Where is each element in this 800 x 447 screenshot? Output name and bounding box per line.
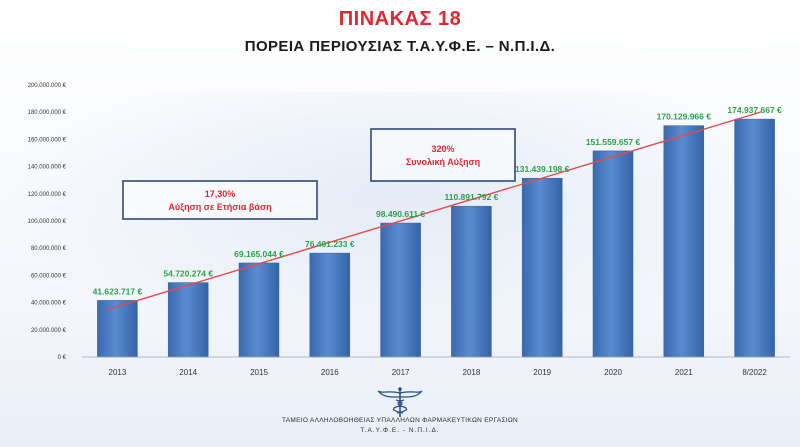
bar: [451, 205, 492, 358]
x-tick-label: 2016: [321, 368, 339, 377]
y-tick-label: 180.000.000 €: [28, 110, 67, 116]
data-label: 98.490.611 €: [376, 209, 425, 219]
x-tick-label: 2014: [179, 368, 197, 377]
bar: [309, 252, 351, 358]
caduceus-icon: [377, 387, 423, 417]
data-label: 110.891.792 €: [444, 192, 498, 202]
y-tick-label: 140.000.000 €: [28, 165, 67, 171]
y-tick-label: 80.000.000 €: [31, 246, 67, 252]
bar: [97, 300, 138, 358]
y-tick-label: 100.000.000 €: [28, 219, 67, 225]
data-label: 151.559.657 €: [586, 137, 641, 147]
bar: [238, 262, 280, 358]
y-tick-label: 20.000.000 €: [31, 328, 67, 334]
footer-organization: ΤΑΜΕΙΟ ΑΛΛΗΛΟΒΟΗΘΕΙΑΣ ΥΠΑΛΛΗΛΩΝ ΦΑΡΜΑΚΕΥ…: [281, 417, 519, 424]
data-label: 76.401.233 €: [305, 239, 355, 249]
bar-series: [97, 118, 775, 358]
data-label: 170.129.966 €: [657, 112, 712, 122]
data-label: 174.937.667 €: [727, 105, 782, 115]
annotation-value: 17,30%: [205, 189, 236, 199]
y-tick-label: 40.000.000 €: [31, 301, 67, 307]
x-tick-label: 2019: [533, 368, 551, 377]
annotation-box: 320% Συνολική Αύξηση: [370, 128, 516, 182]
trendline: [106, 111, 762, 311]
y-tick-label: 120.000.000 €: [28, 192, 67, 198]
bar: [380, 222, 421, 358]
annotations: 17,30% Αύξηση σε Ετήσια βάση 320% Συνολική …: [122, 128, 516, 220]
x-tick-label: 8/2022: [742, 368, 767, 377]
bar: [663, 125, 705, 358]
annotation-frame: [370, 128, 516, 182]
trend-line: [106, 111, 762, 311]
data-label: 69.165.044 €: [234, 249, 284, 259]
y-tick-label: 200.000.000 €: [28, 83, 67, 89]
y-tick-label: 60.000.000 €: [31, 273, 67, 279]
x-tick-label: 2013: [109, 368, 127, 377]
bar: [592, 150, 634, 358]
data-label: 131.439.198 €: [515, 164, 570, 174]
annotation-caption: Συνολική Αύξηση: [406, 157, 480, 167]
x-tick-label: 2015: [250, 368, 268, 377]
annotation-box: 17,30% Αύξηση σε Ετήσια βάση: [122, 180, 318, 220]
x-tick-label: 2021: [675, 368, 693, 377]
annotation-value: 320%: [431, 144, 454, 154]
bar: [521, 177, 563, 358]
bar: [734, 118, 775, 358]
annotation-frame: [122, 180, 318, 220]
data-labels: 41.623.717 € 54.720.274 € 69.165.044 € 76.4…: [93, 105, 782, 296]
bar: [167, 282, 209, 358]
x-tick-label: 2018: [463, 368, 481, 377]
page-subtitle: ΠΟΡΕΙΑ ΠΕΡΙΟΥΣΙΑΣ Τ.Α.Υ.Φ.Ε. – Ν.Π.Ι.Δ.: [244, 38, 556, 55]
y-tick-label: 160.000.000 €: [28, 137, 67, 143]
data-label: 54.720.274 €: [163, 269, 213, 279]
page-title: ΠΙΝΑΚΑΣ 18: [338, 8, 462, 30]
annotation-caption: Αύξηση σε Ετήσια βάση: [168, 202, 271, 212]
x-axis: 2013 2014 2015 2016 2017 2018 2019 2020 2021 8/20…: [82, 356, 790, 377]
footer-organization-abbr: Τ.Α.Υ.Φ.Ε. - Ν.Π.Ι.Δ.: [360, 427, 440, 434]
data-label: 41.623.717 €: [93, 286, 143, 296]
y-tick-label: 0 €: [58, 355, 67, 361]
y-axis: 0 € 20.000.000 € 40.000.000 € 60.000.000 € 8…: [28, 83, 67, 361]
x-tick-label: 2020: [604, 368, 622, 377]
x-tick-label: 2017: [392, 368, 410, 377]
